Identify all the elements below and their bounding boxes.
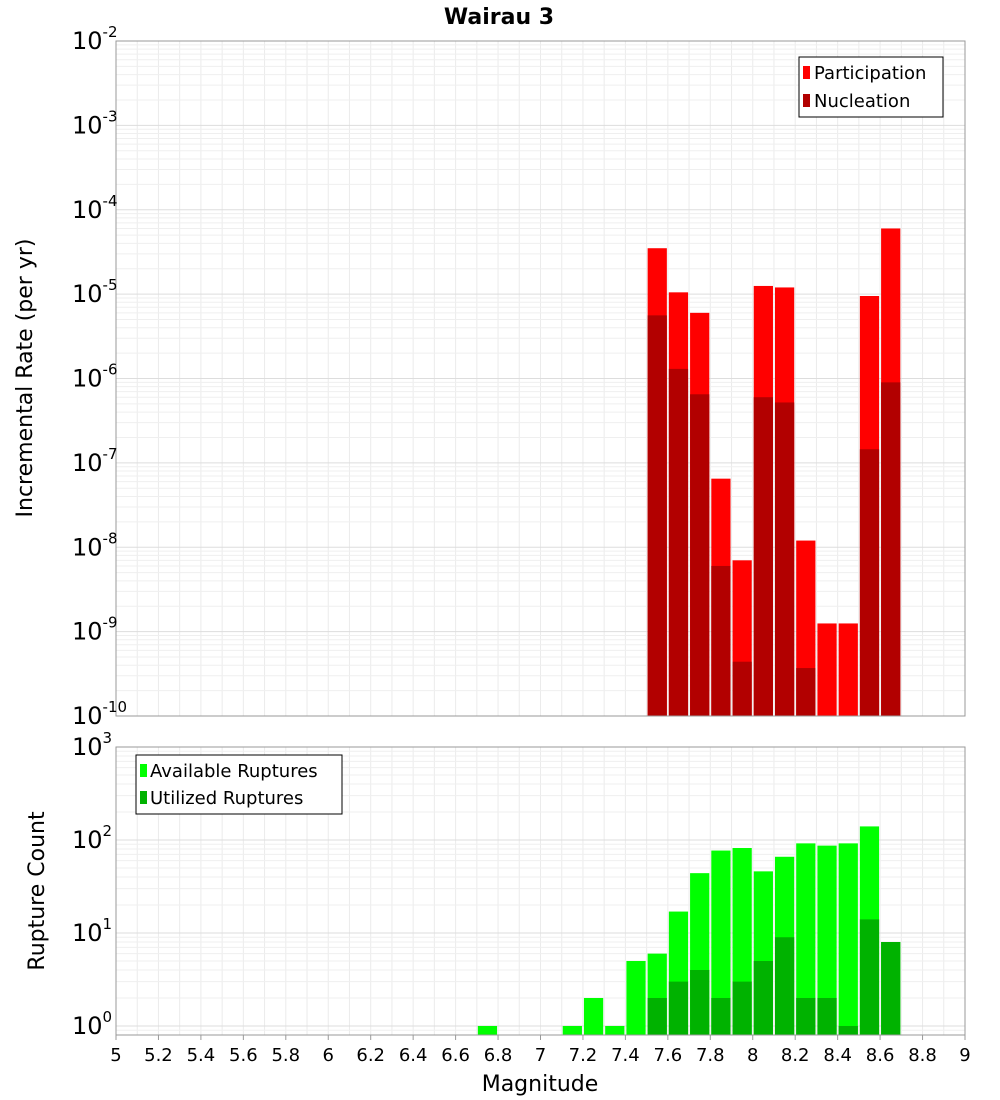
- x-tick-label: 7.4: [611, 1045, 640, 1066]
- legend-available-label: Available Ruptures: [150, 761, 318, 782]
- legend-nucleation-swatch: [803, 94, 810, 107]
- rate-legend: Participation Nucleation: [798, 56, 944, 118]
- x-tick-label: 6.8: [484, 1045, 513, 1066]
- y-tick-label: 10-7: [72, 445, 118, 477]
- utilized-ruptures-bar: [774, 937, 795, 1035]
- nucleation-bar: [711, 565, 731, 716]
- x-tick-label: 8.2: [781, 1045, 810, 1066]
- x-tick-label: 8.4: [823, 1045, 852, 1066]
- legend-participation-swatch: [803, 66, 810, 79]
- available-ruptures-bar: [817, 845, 837, 1035]
- nucleation-bar: [859, 449, 880, 716]
- rate-y-ticks: 10-10 10-9 10-8 10-7 10-6 10-5 10-4 10-3 10-2: [72, 23, 127, 730]
- utilized-ruptures-bar: [817, 997, 837, 1035]
- rate-y-axis-label: Incremental Rate (per yr): [13, 239, 38, 518]
- count-legend-box: [135, 754, 343, 815]
- y-tick-label: 10-6: [72, 361, 118, 393]
- available-ruptures-bar: [562, 1025, 582, 1035]
- nucleation-bar: [753, 397, 773, 716]
- available-ruptures-bar: [583, 997, 604, 1035]
- utilized-ruptures-bar: [690, 969, 710, 1035]
- rate-bars: [647, 228, 901, 717]
- x-tick-label: 6: [323, 1045, 334, 1066]
- x-tick-label: 7.2: [569, 1045, 598, 1066]
- y-tick-label: 103: [72, 729, 112, 761]
- count-y-ticks: 100 101 102 103: [72, 729, 112, 1040]
- x-tick-label: 5.4: [187, 1045, 216, 1066]
- rate-grid: [115, 40, 966, 717]
- legend-nucleation-label: Nucleation: [814, 91, 910, 112]
- nucleation-bar: [647, 315, 667, 716]
- x-axis-label: Magnitude: [482, 1072, 599, 1097]
- nucleation-bar: [796, 668, 816, 716]
- count-panel: 100 101 102 103 5 5.2 5.4 5.6 5.8 6 6.2 6.4 6.6 6.8 7…: [25, 729, 971, 1097]
- x-tick-label: 8.8: [908, 1045, 937, 1066]
- rate-legend-box: [798, 56, 944, 118]
- chart-title: Wairau 3: [444, 5, 554, 30]
- legend-utilized-swatch: [140, 791, 147, 804]
- rate-plot-frame: [115, 40, 966, 717]
- legend-utilized-label: Utilized Ruptures: [150, 788, 303, 809]
- count-legend: Available Ruptures Utilized Ruptures: [135, 754, 343, 815]
- nucleation-bar: [881, 382, 901, 716]
- x-tick-label: 8.6: [866, 1045, 895, 1066]
- y-tick-label: 10-8: [72, 529, 118, 561]
- available-ruptures-bar: [711, 850, 731, 1035]
- x-tick-label: 5.6: [229, 1045, 258, 1066]
- x-tick-label: 5: [110, 1045, 121, 1066]
- available-ruptures-bar: [796, 843, 816, 1035]
- x-tick-label: 7.6: [654, 1045, 683, 1066]
- legend-participation-label: Participation: [814, 63, 926, 84]
- participation-bar: [838, 623, 858, 716]
- count-y-axis-label: Rupture Count: [25, 811, 50, 971]
- x-tick-label: 5.2: [144, 1045, 173, 1066]
- x-tick-label: 8: [747, 1045, 758, 1066]
- y-tick-label: 10-9: [72, 614, 118, 646]
- legend-available-swatch: [140, 764, 147, 777]
- available-ruptures-bar: [626, 960, 646, 1035]
- utilized-ruptures-bar: [881, 942, 901, 1035]
- nucleation-bar: [732, 661, 752, 716]
- count-bars: [477, 826, 901, 1035]
- utilized-ruptures-bar: [647, 997, 667, 1035]
- utilized-ruptures-bar: [859, 919, 880, 1035]
- available-ruptures-bar: [838, 843, 858, 1035]
- y-tick-label: 101: [72, 915, 112, 947]
- magnitude-x-ticks: 5 5.2 5.4 5.6 5.8 6 6.2 6.4 6.6 6.8 7 7.2 7.4 7.6 7.8 8…: [110, 1035, 971, 1066]
- x-tick-label: 5.8: [271, 1045, 300, 1066]
- utilized-ruptures-bar: [711, 997, 731, 1035]
- rate-panel: Wairau 3 10-1010-910-810-710-610-510-410…: [13, 5, 966, 730]
- y-tick-label: 10-2: [72, 23, 118, 55]
- utilized-ruptures-bar: [732, 981, 752, 1035]
- x-tick-label: 7: [535, 1045, 546, 1066]
- x-tick-label: 6.4: [399, 1045, 428, 1066]
- x-tick-label: 6.2: [356, 1045, 385, 1066]
- available-ruptures-bar: [477, 1025, 498, 1035]
- nucleation-bar: [690, 394, 710, 716]
- nucleation-bar: [774, 402, 795, 716]
- x-tick-label: 6.6: [441, 1045, 470, 1066]
- x-tick-label: 7.8: [696, 1045, 725, 1066]
- x-tick-label: 9: [959, 1045, 970, 1066]
- y-tick-label: 100: [72, 1008, 112, 1040]
- y-tick-label: 10-5: [72, 276, 118, 308]
- y-tick-label: 10-4: [72, 192, 118, 224]
- y-tick-label: 10-10: [72, 698, 127, 730]
- utilized-ruptures-bar: [796, 997, 816, 1035]
- participation-bar: [817, 623, 837, 716]
- nucleation-bar: [668, 368, 689, 716]
- y-tick-label: 102: [72, 822, 112, 854]
- y-tick-label: 10-3: [72, 107, 118, 139]
- available-ruptures-bar: [605, 1025, 625, 1035]
- utilized-ruptures-bar: [838, 1025, 858, 1035]
- utilized-ruptures-bar: [668, 981, 689, 1035]
- utilized-ruptures-bar: [753, 960, 773, 1035]
